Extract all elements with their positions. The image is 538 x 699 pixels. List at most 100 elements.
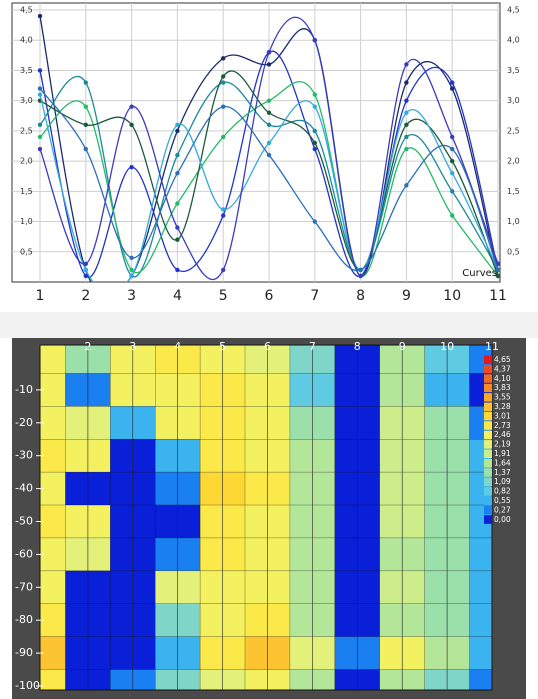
x-tick-label: 5	[219, 288, 228, 304]
point	[221, 213, 226, 218]
y-tick-label: -70	[15, 580, 33, 593]
x-tick-label: 2	[81, 288, 90, 304]
point	[37, 68, 43, 73]
y2-tick-label: 2,0	[507, 157, 520, 166]
legend-swatch	[484, 468, 492, 477]
legend-label: 2,19	[494, 440, 511, 449]
x-tick-label: 10	[440, 340, 454, 353]
legend-label: 0,82	[494, 487, 511, 496]
point	[404, 146, 409, 152]
point	[266, 140, 272, 146]
y2-tick-label: 1,0	[507, 217, 520, 226]
legend-swatch	[484, 402, 492, 411]
point	[221, 74, 226, 79]
x-tick-label: 8	[356, 288, 365, 304]
point	[221, 104, 226, 109]
point	[37, 134, 43, 140]
legend-label: 2,73	[494, 421, 511, 430]
y2-tick-label: 2,5	[507, 126, 520, 135]
y2-tick-label: 4,5	[507, 6, 520, 15]
point	[129, 255, 134, 261]
y-tick-label: -90	[15, 646, 33, 659]
cell	[40, 439, 66, 473]
point	[358, 273, 363, 279]
legend-swatch	[484, 440, 492, 449]
point	[404, 122, 409, 128]
point	[175, 267, 180, 273]
x-tick-label: 11	[485, 340, 499, 353]
legend-label: 4,65	[494, 355, 511, 364]
legend-swatch	[484, 393, 492, 402]
point	[312, 128, 317, 134]
curve	[39, 81, 499, 277]
annotation: Curves	[462, 268, 497, 279]
y2-tick-label: 3,5	[507, 66, 520, 75]
y-tick-label: -30	[15, 449, 33, 462]
x-tick-label: 6	[265, 288, 274, 304]
x-tick-label: 5	[219, 340, 226, 353]
legend-label: 4,37	[494, 364, 511, 373]
point	[404, 110, 409, 115]
x-tick-label: 6	[264, 340, 271, 353]
legend-swatch	[484, 383, 492, 393]
y-tick-label: -20	[15, 416, 33, 429]
legend-label: 2,46	[494, 430, 511, 439]
point	[404, 183, 409, 188]
point	[129, 164, 134, 170]
x-tick-label: 3	[127, 288, 136, 304]
y-tick-label: 2,0	[20, 157, 33, 166]
legend-swatch	[484, 515, 492, 524]
legend-swatch	[484, 487, 492, 496]
point	[312, 38, 317, 43]
y-tick-label: 3,5	[20, 66, 33, 75]
legend-swatch	[484, 364, 492, 374]
point	[83, 261, 89, 267]
legend-label: 0,27	[494, 505, 511, 514]
legend-swatch	[484, 355, 492, 364]
point	[312, 92, 317, 97]
point	[221, 207, 226, 212]
y-tick-label: 1,0	[20, 217, 33, 226]
legend-label: 3,01	[494, 411, 511, 420]
x-tick-label: 4	[173, 288, 182, 304]
separator	[0, 312, 538, 338]
y-tick-label: -10	[15, 383, 33, 396]
point	[221, 267, 226, 273]
x-tick-label: 9	[402, 288, 411, 304]
point	[83, 80, 89, 85]
point	[450, 134, 455, 140]
point	[404, 98, 409, 103]
point	[450, 189, 455, 194]
legend-label: 1,37	[494, 468, 511, 477]
point	[312, 146, 317, 152]
x-tick-label: 8	[354, 340, 361, 353]
cell	[40, 603, 66, 637]
point	[221, 80, 226, 85]
point	[175, 237, 180, 242]
legend-label: 3,83	[494, 383, 511, 392]
legend-label: 1,09	[494, 477, 511, 486]
x-tick-label: 7	[310, 288, 319, 304]
point	[312, 104, 317, 109]
point	[129, 267, 134, 273]
point	[175, 152, 180, 158]
y2-tick-label: 1,5	[507, 187, 520, 196]
x-tick-label: 9	[399, 340, 406, 353]
point	[450, 213, 455, 218]
legend-label: 3,55	[494, 393, 511, 402]
point	[83, 267, 89, 273]
legend-swatch	[484, 421, 492, 430]
legend-label: 0,00	[494, 515, 511, 524]
y-tick-label: 2,5	[20, 126, 33, 135]
y-tick-label: 4,5	[20, 6, 33, 15]
legend-label: 1,91	[494, 449, 511, 458]
contour-chart: 2 3 4 5 6 7 8 9 10 11 -10 -20 -30 -40 -50 -60 -70 -80 -90 -…	[15, 340, 511, 692]
point	[266, 50, 272, 55]
point	[266, 62, 272, 67]
point	[175, 225, 180, 230]
point	[450, 158, 455, 164]
legend-swatch	[484, 449, 492, 458]
y-tick-label: -100	[15, 679, 40, 692]
